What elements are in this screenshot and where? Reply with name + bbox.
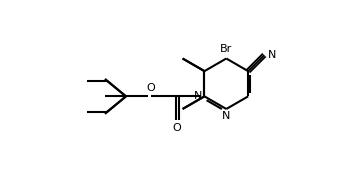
Text: O: O	[147, 83, 156, 93]
Text: N: N	[268, 50, 276, 60]
Text: O: O	[172, 123, 181, 133]
Text: N: N	[222, 111, 231, 121]
Text: N: N	[194, 91, 202, 101]
Text: Br: Br	[220, 44, 232, 54]
